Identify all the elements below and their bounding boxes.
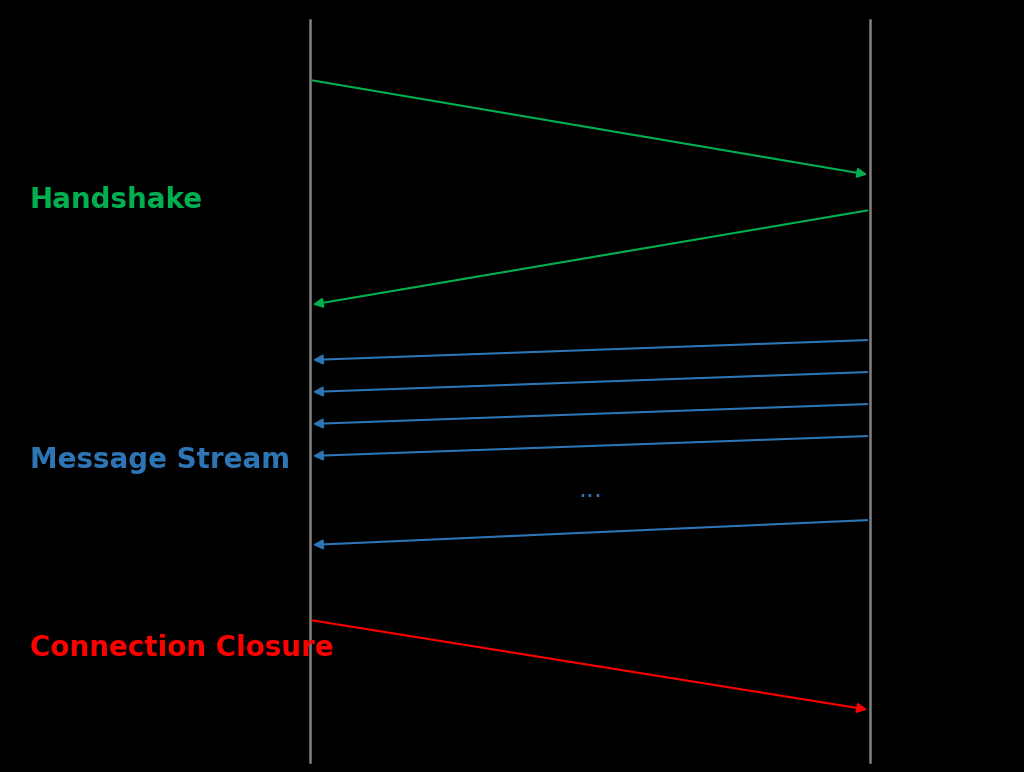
Text: ...: ... — [578, 478, 602, 502]
Text: Handshake: Handshake — [30, 186, 203, 214]
Text: Connection Closure: Connection Closure — [30, 634, 334, 662]
Text: Message Stream: Message Stream — [30, 446, 290, 474]
